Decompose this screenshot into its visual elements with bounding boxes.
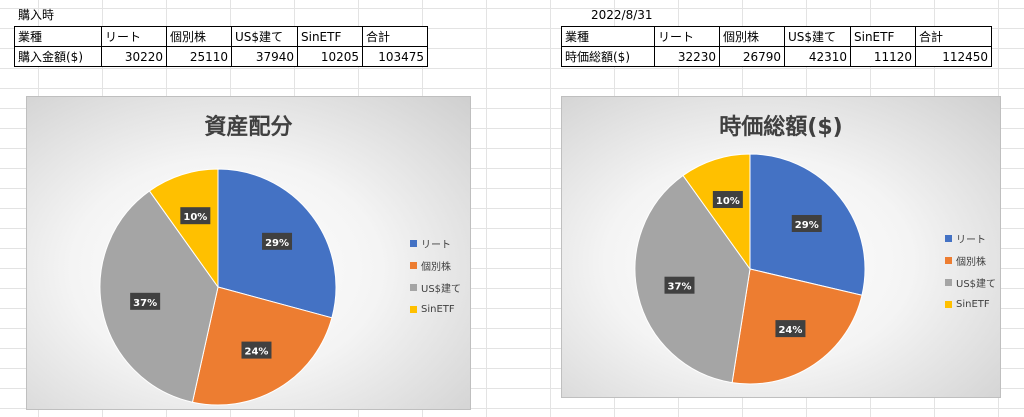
data-label: 10% (712, 191, 743, 209)
header-cell[interactable]: SinETF (850, 26, 916, 47)
data-label: 24% (241, 341, 272, 359)
data-label: 24% (775, 320, 806, 338)
legend-swatch (945, 234, 952, 242)
data-label: 29% (791, 214, 822, 232)
data-label-text: 10% (716, 196, 740, 207)
data-label: 37% (664, 276, 695, 294)
chart-market-value[interactable]: 時価総額($) 29% 24% 37% 10% リート 個別株 US$建て SinET… (561, 96, 1001, 398)
legend-label: SinETF (956, 298, 990, 310)
legend-label: US$建て (956, 278, 997, 290)
value-cell[interactable]: 11120 (850, 46, 916, 67)
value-cell[interactable]: 25110 (166, 46, 232, 67)
pie-chart: 29% 24% 37% 10% (99, 168, 337, 406)
legend-item: SinETF (945, 293, 996, 315)
chart-title: 時価総額($) (719, 115, 843, 140)
legend-swatch (410, 239, 417, 247)
legend-swatch (410, 261, 417, 269)
legend-item: リート (410, 232, 461, 254)
data-label-text: 37% (133, 298, 157, 309)
data-label-box (130, 292, 161, 310)
header-cell[interactable]: 合計 (915, 26, 992, 47)
pie-slice[interactable] (682, 153, 751, 271)
left-caption: 購入時 (18, 8, 55, 22)
data-label-box (664, 276, 695, 294)
legend-label: リート (956, 234, 986, 246)
value-cell[interactable]: 112450 (915, 46, 992, 67)
legend-item: 個別株 (945, 249, 996, 271)
table-row: 購入金額($) 30220 25110 37940 10205 103475 (14, 46, 428, 67)
value-cell[interactable]: 10205 (297, 46, 363, 67)
value-cell[interactable]: 42310 (784, 46, 851, 67)
row-label-cell[interactable]: 時価総額($) (561, 46, 655, 67)
left-table: 業種 リート 個別株 US$建て SinETF 合計 購入金額($) 30220… (14, 26, 428, 67)
value-cell[interactable]: 26790 (719, 46, 785, 67)
header-cell[interactable]: US$建て (231, 26, 298, 47)
legend-item: US$建て (945, 271, 996, 293)
header-cell[interactable]: 個別株 (166, 26, 232, 47)
row-label-cell[interactable]: 購入金額($) (14, 46, 102, 67)
chart-asset-allocation[interactable]: 資産配分 29% 24% 37% 10% リート 個別株 US$建て SinETF (26, 96, 471, 410)
data-label-text: 37% (668, 282, 692, 293)
legend-item: 個別株 (410, 254, 461, 276)
legend-swatch (410, 305, 417, 313)
data-label-text: 24% (245, 347, 269, 358)
legend-swatch (945, 256, 952, 264)
legend-swatch (945, 300, 952, 308)
data-label-box (241, 341, 272, 359)
data-label: 37% (130, 292, 161, 310)
data-label-box (775, 320, 806, 338)
value-cell[interactable]: 30220 (101, 46, 167, 67)
table-header-row: 業種 リート 個別株 US$建て SinETF 合計 (14, 26, 428, 47)
data-label-text: 24% (778, 325, 802, 336)
table-header-row: 業種 リート 個別株 US$建て SinETF 合計 (561, 26, 992, 47)
value-cell[interactable]: 37940 (231, 46, 298, 67)
legend-label: 個別株 (421, 261, 451, 273)
legend-label: US$建て (421, 283, 462, 295)
header-cell[interactable]: 合計 (362, 26, 428, 47)
legend-label: SinETF (421, 303, 455, 315)
header-cell[interactable]: SinETF (297, 26, 363, 47)
legend-swatch (945, 278, 952, 286)
header-cell[interactable]: リート (101, 26, 167, 47)
header-cell[interactable]: 業種 (561, 26, 655, 47)
header-cell[interactable]: リート (654, 26, 720, 47)
table-row: 時価総額($) 32230 26790 42310 11120 112450 (561, 46, 992, 67)
header-cell[interactable]: 業種 (14, 26, 102, 47)
header-cell[interactable]: US$建て (784, 26, 851, 47)
pie-chart: 29% 24% 37% 10% (634, 153, 866, 385)
legend-label: リート (421, 239, 451, 251)
data-label-box (262, 232, 293, 250)
data-label-box (791, 214, 822, 232)
data-label-text: 10% (183, 212, 207, 223)
value-cell[interactable]: 103475 (362, 46, 428, 67)
data-label: 29% (262, 232, 293, 250)
legend-item: US$建て (410, 276, 461, 298)
chart-title: 資産配分 (204, 115, 293, 140)
legend-item: リート (945, 227, 996, 249)
chart-legend: リート 個別株 US$建て SinETF (410, 232, 461, 320)
header-cell[interactable]: 個別株 (719, 26, 785, 47)
data-label-text: 29% (795, 220, 819, 231)
right-caption: 2022/8/31 (591, 8, 653, 22)
legend-item: SinETF (410, 298, 461, 320)
right-table: 業種 リート 個別株 US$建て SinETF 合計 時価総額($) 32230… (561, 26, 992, 67)
legend-swatch (410, 283, 417, 291)
legend-label: 個別株 (956, 256, 986, 268)
data-label: 10% (180, 207, 211, 225)
value-cell[interactable]: 32230 (654, 46, 720, 67)
chart-legend: リート 個別株 US$建て SinETF (945, 227, 996, 315)
data-label-text: 29% (265, 238, 289, 249)
data-label-box (712, 191, 743, 209)
data-label-box (180, 207, 211, 225)
pie-slice[interactable] (148, 168, 219, 289)
